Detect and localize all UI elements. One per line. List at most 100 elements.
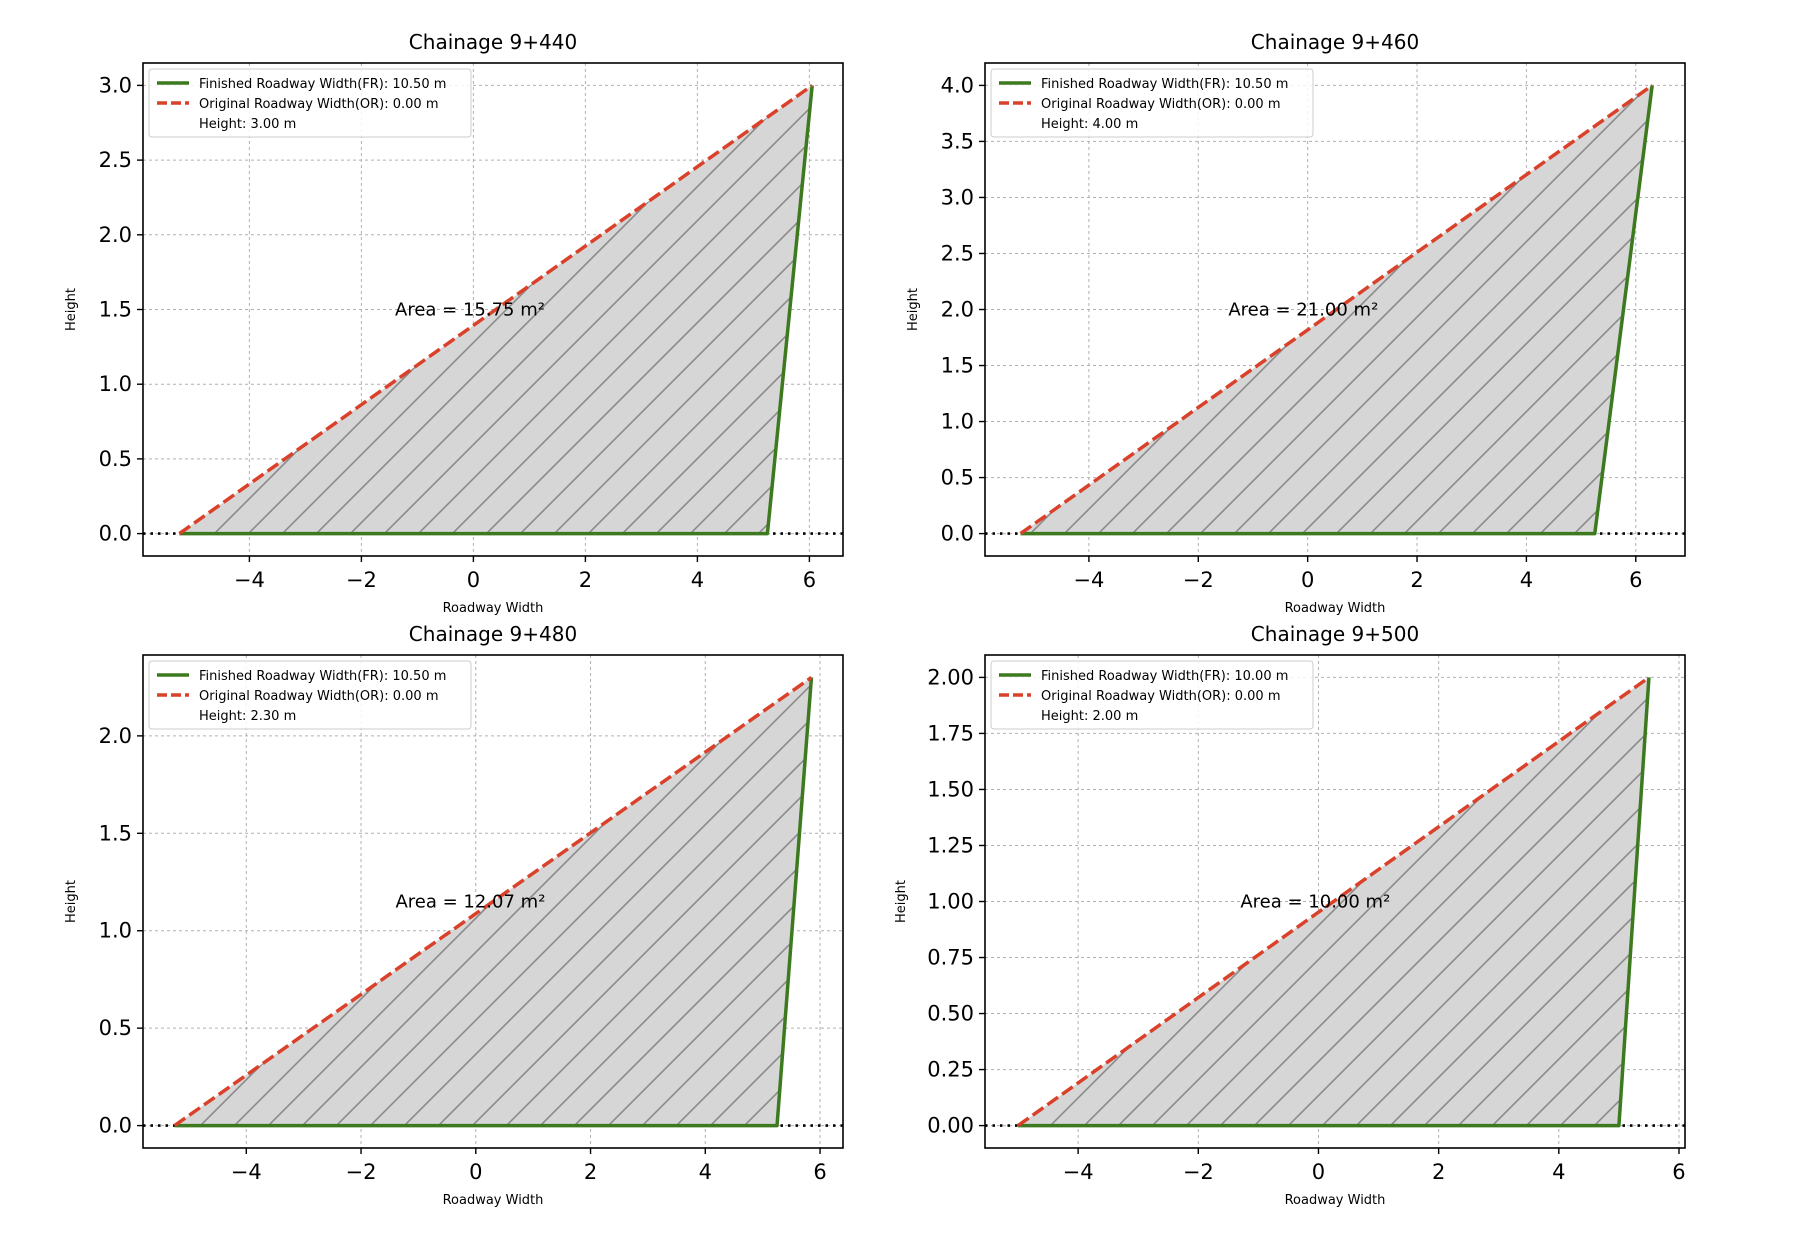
- x-tick-label: 4: [1520, 568, 1533, 592]
- x-tick-label: 6: [803, 568, 816, 592]
- y-tick-label: 2.0: [941, 298, 974, 322]
- y-axis-label: Height: [906, 288, 921, 331]
- legend-entry: Height: 4.00 m: [1041, 117, 1138, 132]
- x-tick-label: −2: [346, 568, 377, 592]
- legend: Finished Roadway Width(FR): 10.00 m Origi…: [990, 660, 1314, 730]
- y-tick-label: 2.0: [99, 724, 132, 748]
- x-axis-label: Roadway Width: [443, 1193, 544, 1208]
- legend: Finished Roadway Width(FR): 10.50 m Origi…: [990, 68, 1314, 138]
- y-tick-label: 0.50: [927, 1002, 974, 1026]
- y-tick-label: 1.00: [927, 890, 974, 914]
- original-roadway-line: [1017, 675, 1650, 1128]
- legend: Finished Roadway Width(FR): 10.50 m Origi…: [148, 660, 472, 730]
- y-tick-label: 2.5: [99, 148, 132, 172]
- legend-entry: Finished Roadway Width(FR): 10.50 m: [1041, 77, 1288, 92]
- legend-entry: Finished Roadway Width(FR): 10.00 m: [1041, 669, 1288, 684]
- area-annotation: Area = 21.00 m²: [1228, 300, 1378, 321]
- y-tick-label: 0.00: [927, 1114, 974, 1138]
- y-tick-label: 1.5: [99, 821, 132, 845]
- x-axis-label: Roadway Width: [1285, 601, 1386, 616]
- x-tick-label: 4: [1552, 1160, 1565, 1184]
- legend: Finished Roadway Width(FR): 10.50 m Origi…: [148, 68, 472, 138]
- chart-panel-3: −4 −2 0 2 4 6 0.0 0.5 1.0 1.5 2.0 Chainage 9+480 Roa…: [64, 622, 844, 1208]
- original-roadway-line: [178, 83, 814, 536]
- x-tick-label: 2: [584, 1160, 597, 1184]
- y-tick-label: 2.00: [927, 665, 974, 689]
- legend-entry: Height: 2.00 m: [1041, 709, 1138, 724]
- y-tick-label: 0.0: [99, 522, 132, 546]
- x-tick-label: −2: [1183, 1160, 1214, 1184]
- x-tick-label: 2: [1410, 568, 1423, 592]
- y-tick-label: 1.75: [927, 721, 974, 745]
- x-tick-label: 6: [1629, 568, 1642, 592]
- y-tick-label: 0.5: [941, 466, 974, 490]
- legend-entry: Original Roadway Width(OR): 0.00 m: [199, 689, 438, 704]
- y-tick-label: 3.0: [99, 73, 132, 97]
- y-tick-label: 3.5: [941, 129, 974, 153]
- chart-panel-2: −4 −2 0 2 4 6 0.0 0.5 1.0 1.5 2.0 2.5 3.0 3.5 4.0 Chain…: [906, 30, 1686, 616]
- legend-entry: Original Roadway Width(OR): 0.00 m: [1041, 97, 1280, 112]
- area-annotation: Area = 15.75 m²: [395, 300, 545, 321]
- x-tick-label: −4: [234, 568, 265, 592]
- y-tick-label: 0.0: [941, 522, 974, 546]
- y-tick-label: 0.75: [927, 946, 974, 970]
- y-axis-label: Height: [64, 288, 79, 331]
- chart-title: Chainage 9+460: [1251, 30, 1419, 54]
- legend-entry: Original Roadway Width(OR): 0.00 m: [1041, 689, 1280, 704]
- y-tick-label: 1.5: [99, 298, 132, 322]
- y-tick-label: 1.0: [99, 919, 132, 943]
- chart-title: Chainage 9+500: [1251, 622, 1419, 646]
- y-tick-label: 1.5: [941, 354, 974, 378]
- chart-panel-4: −4 −2 0 2 4 6 0.00 0.25 0.50 0.75 1.00 1.25 1.50 1.75…: [894, 622, 1686, 1208]
- x-tick-label: 2: [579, 568, 592, 592]
- axes-frame: [142, 654, 844, 1149]
- chart-panel-1: −4 −2 0 2 4 6 0.0 0.5 1.0 1.5 2.0 2.5 3.0 Chainage 9+…: [64, 30, 844, 616]
- y-axis-label: Height: [64, 880, 79, 923]
- legend-entry: Height: 2.30 m: [199, 709, 296, 724]
- y-tick-label: 3.0: [941, 185, 974, 209]
- y-tick-label: 2.5: [941, 241, 974, 265]
- x-tick-label: −4: [1073, 568, 1104, 592]
- legend-box: [148, 660, 472, 730]
- x-tick-label: 4: [691, 568, 704, 592]
- y-tick-label: 0.5: [99, 447, 132, 471]
- y-tick-label: 0.25: [927, 1058, 974, 1082]
- area-annotation: Area = 12.07 m²: [395, 892, 545, 913]
- legend-box: [990, 68, 1314, 138]
- x-tick-label: −4: [1063, 1160, 1094, 1184]
- legend-entry: Height: 3.00 m: [199, 117, 296, 132]
- legend-entry: Finished Roadway Width(FR): 10.50 m: [199, 669, 446, 684]
- legend-box: [148, 68, 472, 138]
- y-tick-label: 1.0: [941, 410, 974, 434]
- x-tick-label: 0: [1312, 1160, 1325, 1184]
- y-tick-label: 0.0: [99, 1114, 132, 1138]
- x-axis-label: Roadway Width: [443, 601, 544, 616]
- chart-title: Chainage 9+480: [409, 622, 577, 646]
- x-axis-label: Roadway Width: [1285, 1193, 1386, 1208]
- area-annotation: Area = 10.00 m²: [1240, 892, 1390, 913]
- finished-roadway-line: [174, 677, 814, 1128]
- x-tick-label: 6: [813, 1160, 826, 1184]
- x-tick-label: −2: [1183, 568, 1214, 592]
- legend-box: [990, 660, 1314, 730]
- original-roadway-line: [1019, 83, 1654, 536]
- y-tick-label: 1.25: [927, 833, 974, 857]
- x-tick-label: 0: [469, 1160, 482, 1184]
- y-tick-label: 0.5: [99, 1016, 132, 1040]
- x-tick-label: −4: [231, 1160, 262, 1184]
- finished-roadway-line: [1018, 677, 1651, 1128]
- x-tick-label: 4: [699, 1160, 712, 1184]
- chart-title: Chainage 9+440: [409, 30, 577, 54]
- y-tick-label: 2.0: [99, 223, 132, 247]
- legend-entry: Finished Roadway Width(FR): 10.50 m: [199, 77, 446, 92]
- y-tick-label: 4.0: [941, 73, 974, 97]
- x-tick-label: 2: [1432, 1160, 1445, 1184]
- y-tick-label: 1.0: [99, 372, 132, 396]
- original-roadway-line: [173, 675, 813, 1128]
- x-tick-label: −2: [346, 1160, 377, 1184]
- x-tick-label: 6: [1672, 1160, 1685, 1184]
- x-tick-label: 0: [467, 568, 480, 592]
- legend-entry: Original Roadway Width(OR): 0.00 m: [199, 97, 438, 112]
- finished-roadway-line: [1020, 85, 1654, 536]
